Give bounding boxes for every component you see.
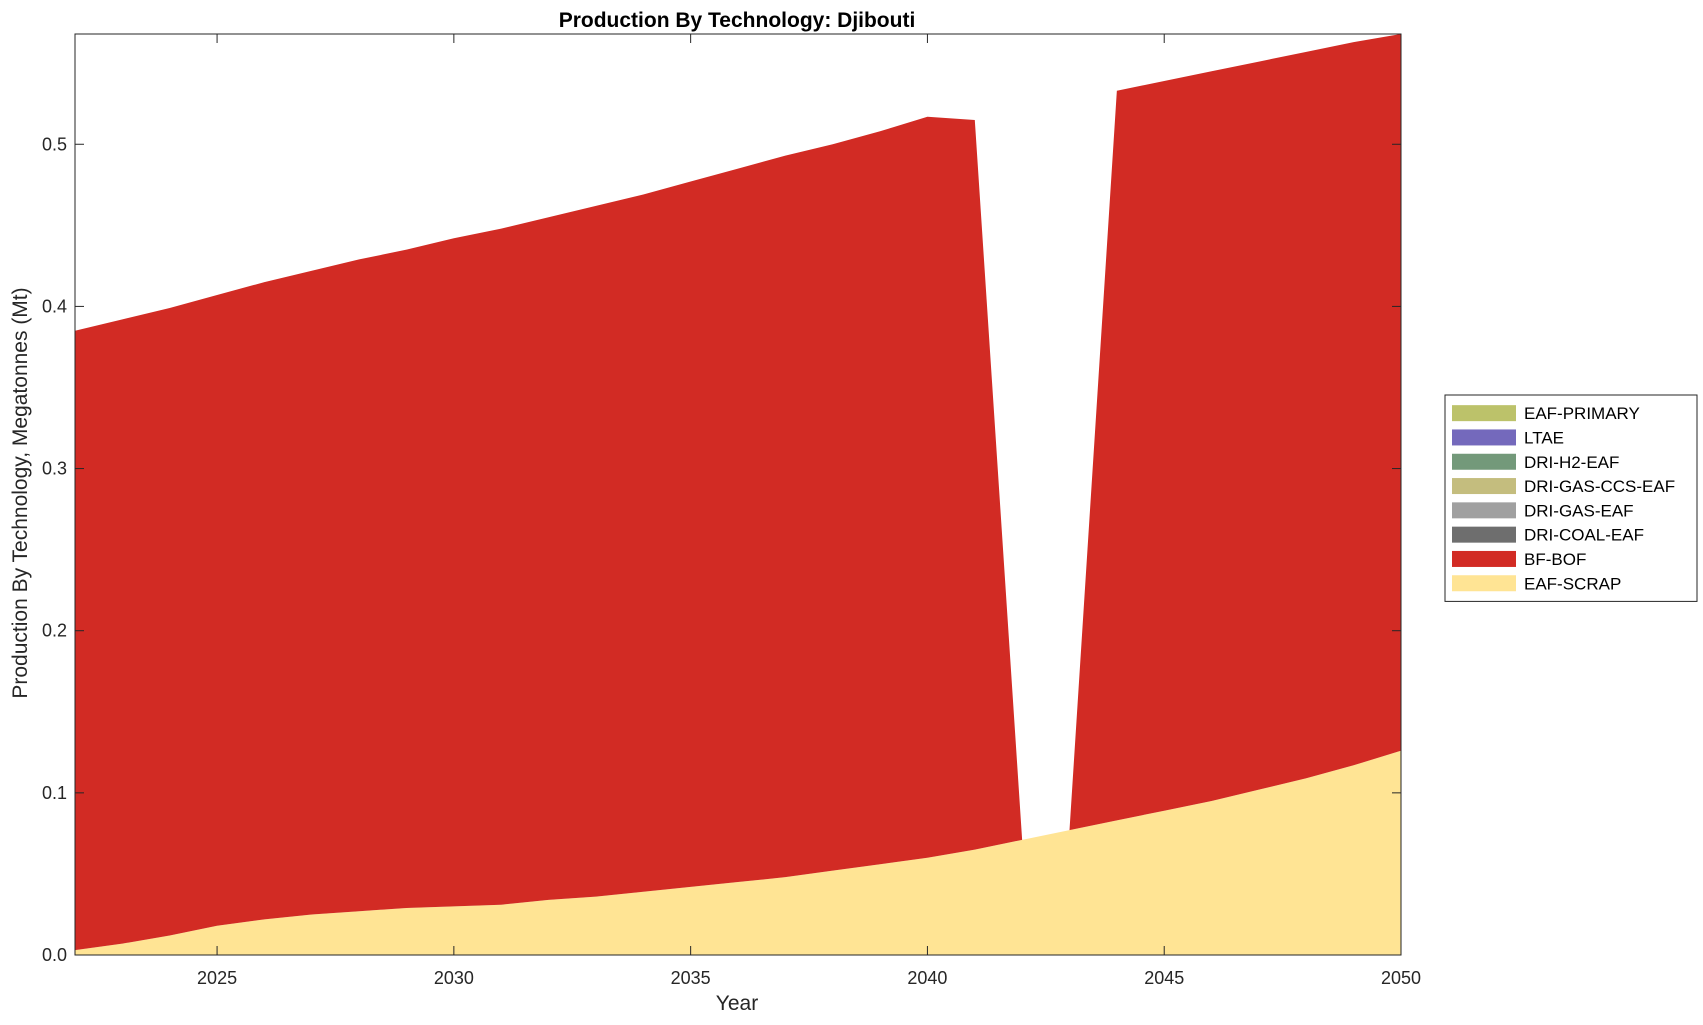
chart-title: Production By Technology: Djibouti (559, 9, 916, 32)
legend-swatch-eaf-scrap (1452, 575, 1516, 592)
y-tick-label: 0.0 (42, 945, 67, 965)
legend-label-dri-gas-ccs-eaf: DRI-GAS-CCS-EAF (1524, 477, 1675, 496)
ticks-layer: 2025 2030 2035 2040 2045 2050 0.0 0.1 0.2 0.3 0.4 0… (42, 34, 1421, 988)
y-tick-label: 0.2 (42, 621, 67, 641)
legend-label-dri-h2-eaf: DRI-H2-EAF (1524, 453, 1619, 472)
x-tick-label: 2025 (197, 968, 237, 988)
plot-frame (74, 33, 1402, 956)
legend-swatch-dri-gas-eaf (1452, 502, 1516, 519)
x-tick-label: 2045 (1144, 968, 1184, 988)
legend-label-eaf-primary: EAF-PRIMARY (1524, 404, 1640, 423)
legend-swatch-bf-bof (1452, 550, 1516, 567)
area-eaf-scrap (75, 750, 1401, 955)
x-tick-label: 2035 (671, 968, 711, 988)
y-tick-label: 0.1 (42, 783, 67, 803)
y-tick-label: 0.5 (42, 134, 67, 154)
legend-swatch-dri-coal-eaf (1452, 526, 1516, 543)
legend-label-eaf-scrap: EAF-SCRAP (1524, 574, 1621, 593)
x-tick-label: 2050 (1381, 968, 1421, 988)
legend-label-dri-coal-eaf: DRI-COAL-EAF (1524, 526, 1644, 545)
y-tick-label: 0.4 (42, 296, 67, 316)
legend-swatch-dri-gas-ccs-eaf (1452, 478, 1516, 495)
legend-box (1444, 394, 1698, 602)
legend-swatch-dri-h2-eaf (1452, 453, 1516, 470)
legend-label-dri-gas-eaf: DRI-GAS-EAF (1524, 501, 1634, 520)
legend-swatch-eaf-primary (1452, 405, 1516, 422)
x-axis-label: Year (716, 992, 758, 1015)
x-tick-label: 2040 (907, 968, 947, 988)
legend: EAF-PRIMARY LTAE DRI-H2-EAF DRI-GAS-CCS-EAF… (1444, 394, 1698, 602)
areas-layer (75, 34, 1401, 955)
x-tick-label: 2030 (434, 968, 474, 988)
y-axis-label: Production By Technology, Megatonnes (Mt… (9, 287, 32, 698)
legend-label-ltae: LTAE (1524, 428, 1564, 447)
y-tick-label: 0.3 (42, 459, 67, 479)
legend-swatch-ltae (1452, 429, 1516, 446)
legend-label-bf-bof: BF-BOF (1524, 550, 1586, 569)
area-bf-bof (75, 34, 1401, 951)
